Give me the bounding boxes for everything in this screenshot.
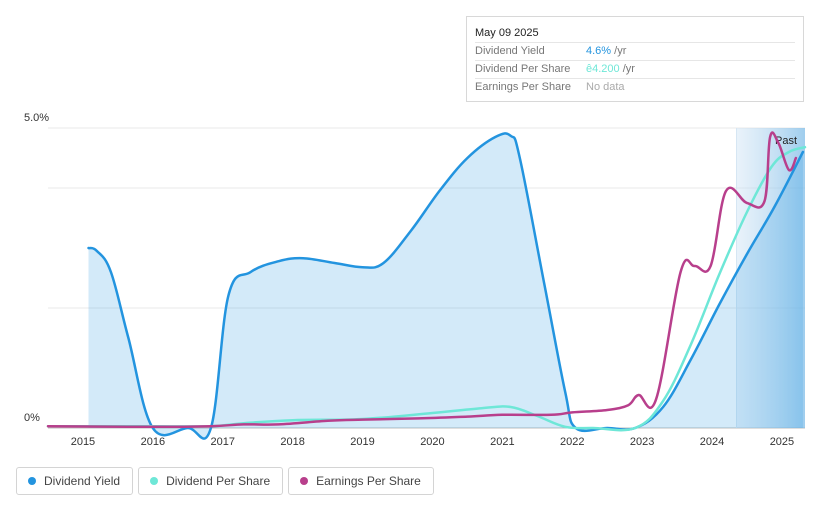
tooltip-value: No data bbox=[586, 81, 625, 93]
tooltip-value: ê4.200 bbox=[586, 63, 620, 75]
y-tick-label: 5.0% bbox=[24, 112, 49, 124]
tooltip-row-earnings-per-share: Earnings Per Share No data bbox=[475, 78, 795, 96]
legend-label: Dividend Yield bbox=[44, 474, 121, 488]
tooltip-label: Dividend Yield bbox=[475, 45, 545, 57]
tooltip-row-dividend-per-share: Dividend Per Share ê4.200 /yr bbox=[475, 60, 795, 78]
x-tick-label: 2018 bbox=[280, 436, 304, 448]
dividend-yield-dot-icon bbox=[28, 477, 36, 485]
earnings-per-share-line bbox=[46, 131, 798, 429]
tooltip-row-dividend-yield: Dividend Yield 4.6% /yr bbox=[475, 42, 795, 60]
past-region: Past bbox=[735, 128, 805, 428]
tooltip-label: Earnings Per Share bbox=[475, 81, 571, 93]
legend-item-dividend-yield[interactable]: Dividend Yield bbox=[16, 467, 134, 495]
earnings-per-share-dot-icon bbox=[300, 477, 309, 485]
x-tick-label: 2017 bbox=[211, 436, 235, 448]
x-tick-label: 2025 bbox=[770, 436, 794, 448]
x-tick-label: 2020 bbox=[420, 436, 444, 448]
dividend-per-share-dot-icon bbox=[150, 477, 159, 485]
x-tick-label: 2015 bbox=[71, 436, 95, 448]
x-tick-label: 2016 bbox=[141, 436, 165, 448]
legend-label: Dividend Per Share bbox=[166, 474, 271, 488]
past-region-band bbox=[736, 128, 805, 428]
axis-layer: 5.0% 0% 2015 2016 2017 2018 2019 2020 2021 2022 20… bbox=[24, 112, 794, 448]
x-tick-label: 2024 bbox=[700, 436, 724, 448]
past-label: Past bbox=[775, 135, 797, 147]
y-tick-label: 0% bbox=[24, 412, 40, 424]
tooltip-date: May 09 2025 bbox=[475, 27, 539, 39]
tooltip-panel: May 09 2025 Dividend Yield 4.6% /yr Divi… bbox=[466, 16, 804, 102]
legend-label: Earnings Per Share bbox=[316, 474, 421, 488]
x-tick-label: 2021 bbox=[490, 436, 514, 448]
x-tick-label: 2019 bbox=[350, 436, 374, 448]
tooltip-unit: /yr bbox=[622, 63, 635, 75]
x-tick-label: 2022 bbox=[560, 436, 584, 448]
series-layer bbox=[46, 131, 807, 440]
dividend-yield-area bbox=[88, 133, 803, 439]
legend: Dividend Yield Dividend Per Share Earnin… bbox=[16, 467, 434, 495]
legend-item-earnings-per-share[interactable]: Earnings Per Share bbox=[288, 467, 434, 495]
grid-lines bbox=[48, 127, 805, 429]
tooltip-value: 4.6% bbox=[586, 45, 612, 57]
tooltip-label: Dividend Per Share bbox=[475, 63, 571, 75]
legend-item-dividend-per-share[interactable]: Dividend Per Share bbox=[138, 467, 284, 495]
tooltip-unit: /yr bbox=[614, 45, 627, 57]
x-tick-label: 2023 bbox=[630, 436, 654, 448]
dividend-yield-line bbox=[87, 132, 805, 440]
